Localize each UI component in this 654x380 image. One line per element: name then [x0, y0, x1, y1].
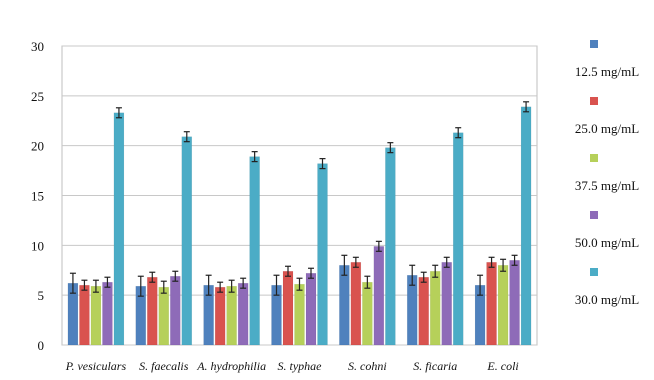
bar-4-7 — [509, 260, 520, 346]
bar-5-5 — [385, 147, 396, 346]
x-category-label: S. ficaria — [413, 359, 457, 373]
bar-4-2 — [170, 275, 181, 346]
y-tick-label: 15 — [31, 189, 44, 204]
y-tick-label: 10 — [31, 238, 44, 253]
bar-3-6 — [429, 270, 441, 346]
bar-2-7 — [486, 262, 497, 346]
legend-label-2: 25.0 mg/mL — [575, 121, 639, 136]
x-category-label: S. typhae — [278, 359, 323, 373]
bar-2-4 — [282, 270, 294, 346]
y-tick-label: 5 — [38, 288, 45, 303]
bar-5-4 — [317, 163, 328, 346]
bar-3-5 — [362, 281, 373, 346]
bar-1-5 — [339, 265, 350, 346]
x-category-label: S. faecalis — [139, 359, 189, 373]
y-tick-label: 20 — [31, 139, 44, 154]
bar-2-6 — [418, 276, 429, 346]
legend-swatch-3 — [590, 154, 598, 162]
legend-label-3: 37.5 mg/mL — [575, 178, 639, 193]
legend-swatch-1 — [590, 40, 598, 48]
legend-swatch-4 — [590, 211, 598, 219]
bar-4-3 — [237, 282, 249, 346]
bar-3-4 — [294, 283, 305, 346]
bar-4-6 — [441, 262, 452, 346]
y-tick-label: 30 — [31, 39, 44, 54]
x-category-label: E. coli — [486, 359, 518, 373]
x-category-label: S. cohni — [348, 359, 387, 373]
legend-swatch-2 — [590, 97, 598, 105]
legend-swatch-5 — [590, 268, 598, 276]
bar-5-2 — [181, 136, 193, 346]
bar-5-3 — [249, 156, 260, 346]
bar-2-1 — [79, 284, 90, 346]
bar-3-7 — [497, 265, 509, 346]
bar-3-2 — [158, 286, 170, 346]
bar-5-7 — [520, 106, 532, 346]
legend-label-1: 12.5 mg/mL — [575, 64, 639, 79]
bar-2-5 — [350, 262, 362, 346]
y-tick-label: 0 — [38, 338, 45, 353]
y-tick-label: 25 — [31, 89, 44, 104]
bar-4-1 — [102, 281, 113, 346]
x-category-label: A. hydrophilia — [196, 359, 266, 373]
bar-3-1 — [90, 285, 102, 346]
bar-5-1 — [113, 112, 125, 346]
bar-4-4 — [305, 272, 317, 346]
bar-2-3 — [214, 286, 226, 346]
bar-5-6 — [452, 132, 464, 346]
x-category-label: P. vesiculars — [65, 359, 127, 373]
bar-3-3 — [226, 285, 237, 346]
bar-2-2 — [147, 276, 158, 346]
legend-label-4: 50.0 mg/mL — [575, 235, 639, 250]
legend-label-5: 30.0 mg/mL — [575, 292, 639, 307]
bar-4-5 — [373, 246, 385, 346]
